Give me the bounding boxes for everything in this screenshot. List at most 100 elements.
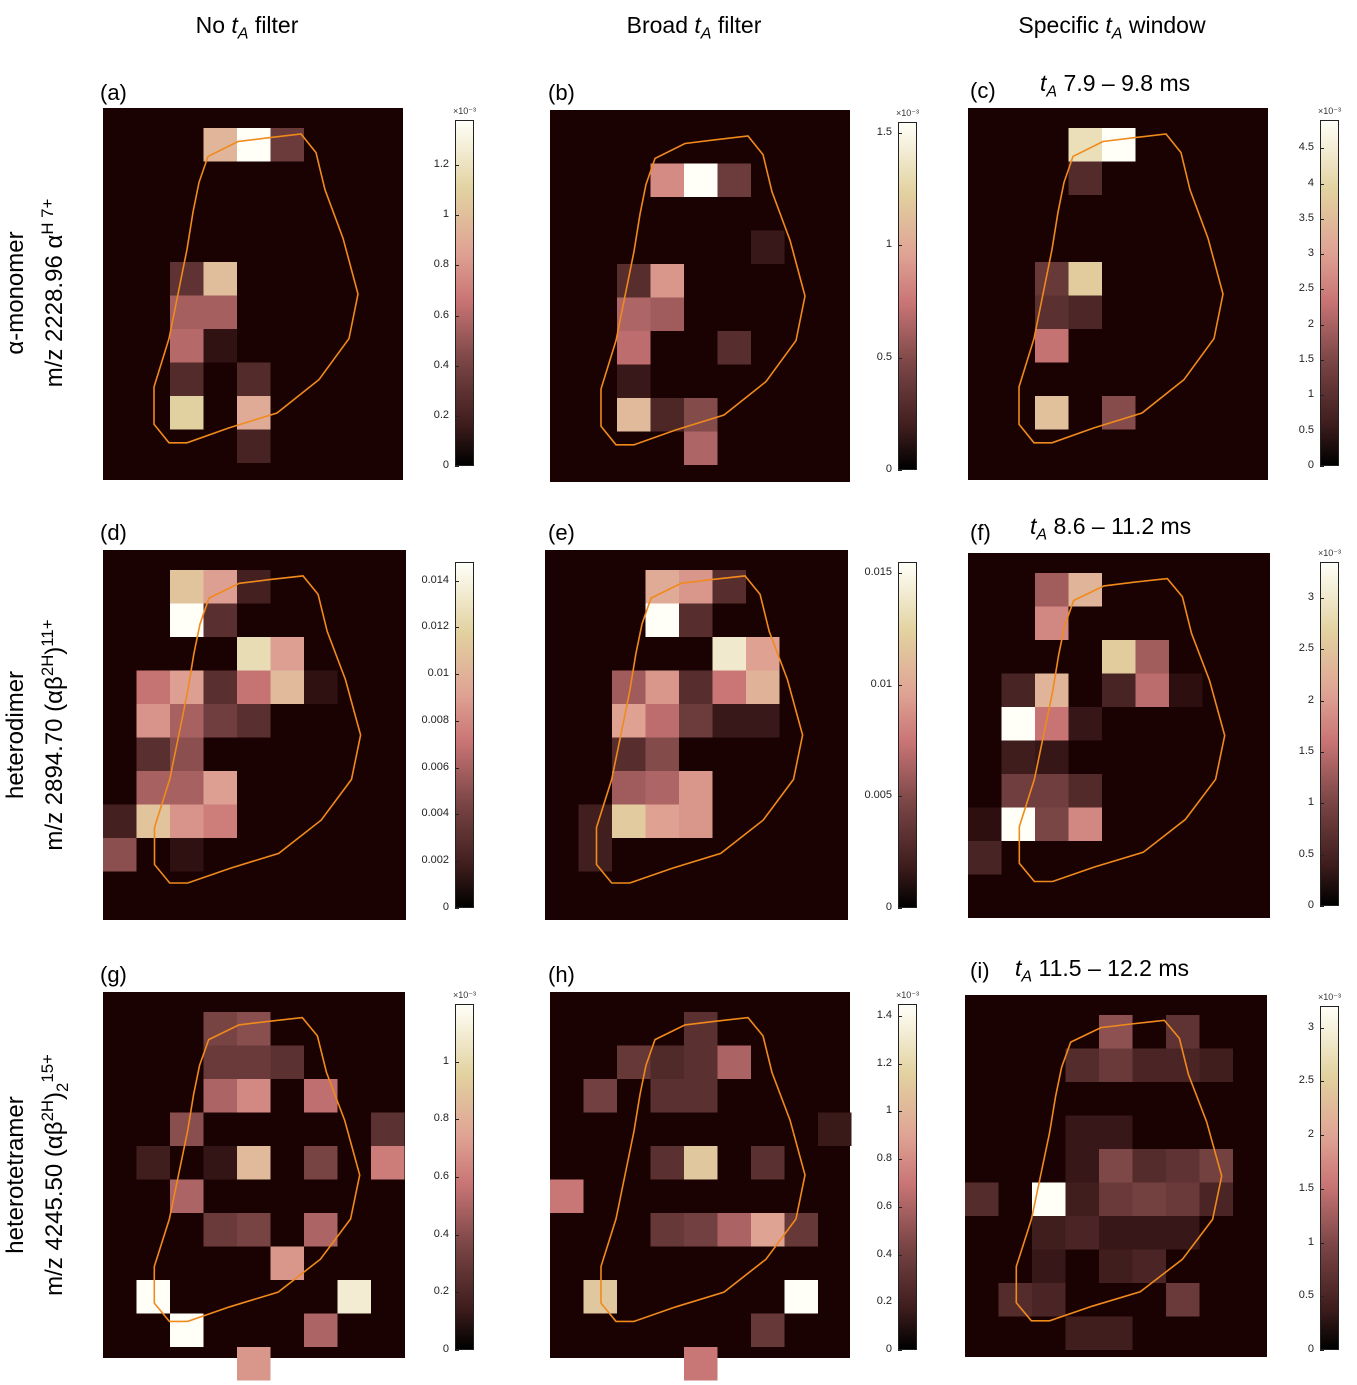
heatmap-i bbox=[965, 995, 1267, 1357]
colorbar-tick-label: 1 bbox=[885, 1104, 892, 1117]
heatmap-cell bbox=[784, 1280, 818, 1314]
heatmap-cell bbox=[1068, 262, 1102, 296]
heatmap-cell bbox=[645, 771, 679, 805]
heatmap-cell bbox=[237, 704, 271, 738]
heatmap-cell bbox=[1035, 262, 1069, 296]
heatmap-cell bbox=[650, 1045, 684, 1079]
colorbar-tick-label: 0.4 bbox=[433, 1227, 449, 1240]
colorbar-tick-label: 4.5 bbox=[1298, 141, 1314, 154]
tissue-outline bbox=[153, 1016, 361, 1323]
heatmap-cell bbox=[751, 1313, 785, 1347]
colorbar-tick-label: 3.5 bbox=[1298, 211, 1314, 224]
colorbar-tick bbox=[455, 627, 459, 629]
heatmap-cell bbox=[679, 570, 713, 604]
heatmap-cell bbox=[712, 570, 746, 604]
heatmap-cell bbox=[103, 838, 137, 872]
heatmap-cell bbox=[684, 1146, 718, 1180]
colorbar-tick-label: 1.5 bbox=[1298, 353, 1314, 366]
colorbar-tick-label: 0.015 bbox=[864, 566, 892, 579]
heatmap-cell bbox=[746, 670, 780, 704]
heatmap-cell bbox=[203, 670, 237, 704]
heatmap-cell bbox=[818, 1112, 852, 1146]
colorbar-tick bbox=[898, 908, 902, 909]
colorbar-tick-label: 1.5 bbox=[1298, 1181, 1314, 1194]
heatmap-cell bbox=[237, 1213, 271, 1247]
colorbar-tick bbox=[898, 1063, 902, 1065]
panel-label-b: (b) bbox=[548, 80, 575, 105]
heatmap-cell bbox=[650, 1213, 684, 1247]
colorbar-tick-label: 0 bbox=[1307, 1343, 1314, 1355]
heatmap-cell bbox=[136, 771, 170, 805]
heatmap-cell bbox=[1065, 1216, 1099, 1250]
colorbar-tick-label: 0.012 bbox=[421, 620, 449, 633]
heatmap-f bbox=[968, 553, 1270, 918]
heatmap-cell bbox=[237, 570, 271, 604]
colorbar-tick-label: 1.4 bbox=[876, 1008, 892, 1021]
heatmap-cell bbox=[203, 603, 237, 637]
heatmap-cell bbox=[237, 1012, 271, 1046]
heatmap-a bbox=[103, 108, 403, 480]
heatmap-cell bbox=[578, 804, 612, 838]
colorbar-tick bbox=[1320, 1296, 1324, 1298]
heatmap-cell bbox=[1132, 1182, 1166, 1216]
heatmap-cell bbox=[712, 637, 746, 671]
heatmap-cell bbox=[1001, 673, 1035, 707]
colorbar-tick bbox=[898, 796, 902, 798]
heatmap-cell bbox=[684, 1213, 718, 1247]
heatmap-cell bbox=[203, 1045, 237, 1079]
window-label-c: tA 7.9 – 9.8 ms bbox=[1040, 70, 1191, 101]
colorbar-tick-label: 1 bbox=[885, 238, 892, 251]
heatmap-cell bbox=[237, 429, 271, 463]
heatmap-cell bbox=[751, 230, 785, 264]
colorbar-tick bbox=[1320, 1242, 1324, 1244]
heatmap-cell bbox=[1065, 1048, 1099, 1082]
heatmap-cell bbox=[650, 1146, 684, 1180]
colorbar-tick bbox=[1320, 1081, 1324, 1083]
heatmap-cell bbox=[650, 264, 684, 298]
colorbar-tick-label: 1.5 bbox=[876, 126, 892, 139]
colorbar-tick bbox=[898, 357, 902, 359]
heatmap-cell bbox=[1135, 640, 1169, 674]
colorbar-f bbox=[1320, 562, 1339, 906]
colorbar-tick bbox=[455, 315, 459, 317]
colorbar-tick bbox=[455, 767, 459, 769]
colorbar-e bbox=[898, 562, 917, 908]
heatmap-cell bbox=[337, 1280, 371, 1314]
heatmap-cell bbox=[237, 670, 271, 704]
heatmap-cell bbox=[612, 804, 646, 838]
heatmap-cell bbox=[136, 670, 170, 704]
colorbar-tick-label: 0.6 bbox=[433, 1170, 449, 1182]
tissue-outline bbox=[600, 135, 806, 446]
colorbar-tick-label: 0 bbox=[1307, 899, 1314, 911]
colorbar-tick-label: 1.2 bbox=[433, 158, 449, 171]
heatmap-cell bbox=[136, 1280, 170, 1314]
heatmap-cell bbox=[650, 163, 684, 197]
colorbar-tick bbox=[455, 1119, 459, 1121]
heatmap-cell bbox=[1166, 1015, 1200, 1049]
heatmap-cell bbox=[371, 1112, 405, 1146]
colorbar-exponent: ×10⁻³ bbox=[453, 106, 477, 116]
heatmap-cell bbox=[203, 1079, 237, 1113]
colorbar-tick-label: 4 bbox=[1307, 176, 1314, 189]
heatmap-cell bbox=[170, 838, 204, 872]
colorbar-tick bbox=[898, 470, 902, 471]
heatmap-cell bbox=[968, 841, 1002, 875]
heatmap-cell bbox=[1068, 295, 1102, 329]
heatmap-cell bbox=[684, 431, 718, 465]
colorbar-tick-label: 0.01 bbox=[870, 677, 892, 690]
heatmap-cell bbox=[717, 163, 751, 197]
colorbar-tick bbox=[1320, 183, 1324, 185]
heatmap-cell bbox=[304, 1146, 338, 1180]
colorbar-tick-label: 0.5 bbox=[1298, 847, 1314, 860]
heatmap-cell bbox=[645, 670, 679, 704]
heatmap-cell bbox=[645, 737, 679, 771]
heatmap-cell bbox=[1035, 673, 1069, 707]
heatmap-cell bbox=[1035, 707, 1069, 741]
heatmap-cell bbox=[1035, 329, 1069, 363]
heatmap-cell bbox=[1001, 707, 1035, 741]
heatmap-cell bbox=[1032, 1249, 1066, 1283]
colorbar-tick-label: 3 bbox=[1307, 1020, 1314, 1033]
heatmap-cell bbox=[612, 704, 646, 738]
colorbar-tick-label: 2.5 bbox=[1298, 1074, 1314, 1087]
heatmap-cell bbox=[1199, 1048, 1233, 1082]
